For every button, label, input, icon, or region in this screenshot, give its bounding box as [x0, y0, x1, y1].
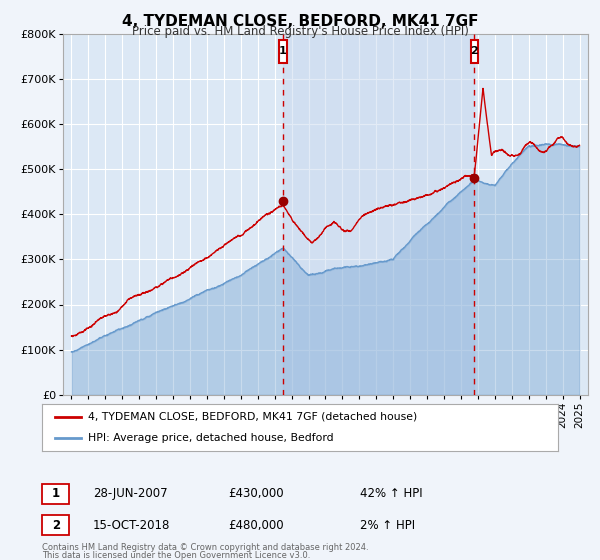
Text: 2: 2 [52, 519, 60, 532]
Text: £480,000: £480,000 [228, 519, 284, 532]
Text: 4, TYDEMAN CLOSE, BEDFORD, MK41 7GF (detached house): 4, TYDEMAN CLOSE, BEDFORD, MK41 7GF (det… [88, 412, 418, 422]
Text: 2% ↑ HPI: 2% ↑ HPI [360, 519, 415, 532]
Text: Contains HM Land Registry data © Crown copyright and database right 2024.: Contains HM Land Registry data © Crown c… [42, 543, 368, 552]
Text: 1: 1 [52, 487, 60, 501]
Text: 4, TYDEMAN CLOSE, BEDFORD, MK41 7GF: 4, TYDEMAN CLOSE, BEDFORD, MK41 7GF [122, 14, 478, 29]
Bar [283, 34, 475, 395]
Text: This data is licensed under the Open Government Licence v3.0.: This data is licensed under the Open Gov… [42, 551, 310, 560]
Text: 2: 2 [470, 46, 478, 57]
Text: 15-OCT-2018: 15-OCT-2018 [93, 519, 170, 532]
Text: 1: 1 [279, 46, 287, 57]
Text: 28-JUN-2007: 28-JUN-2007 [93, 487, 167, 501]
Text: HPI: Average price, detached house, Bedford: HPI: Average price, detached house, Bedf… [88, 433, 334, 444]
Text: £430,000: £430,000 [228, 487, 284, 501]
Bar [471, 40, 478, 63]
Text: Price paid vs. HM Land Registry's House Price Index (HPI): Price paid vs. HM Land Registry's House … [131, 25, 469, 38]
Text: 42% ↑ HPI: 42% ↑ HPI [360, 487, 422, 501]
Bar [280, 40, 287, 63]
